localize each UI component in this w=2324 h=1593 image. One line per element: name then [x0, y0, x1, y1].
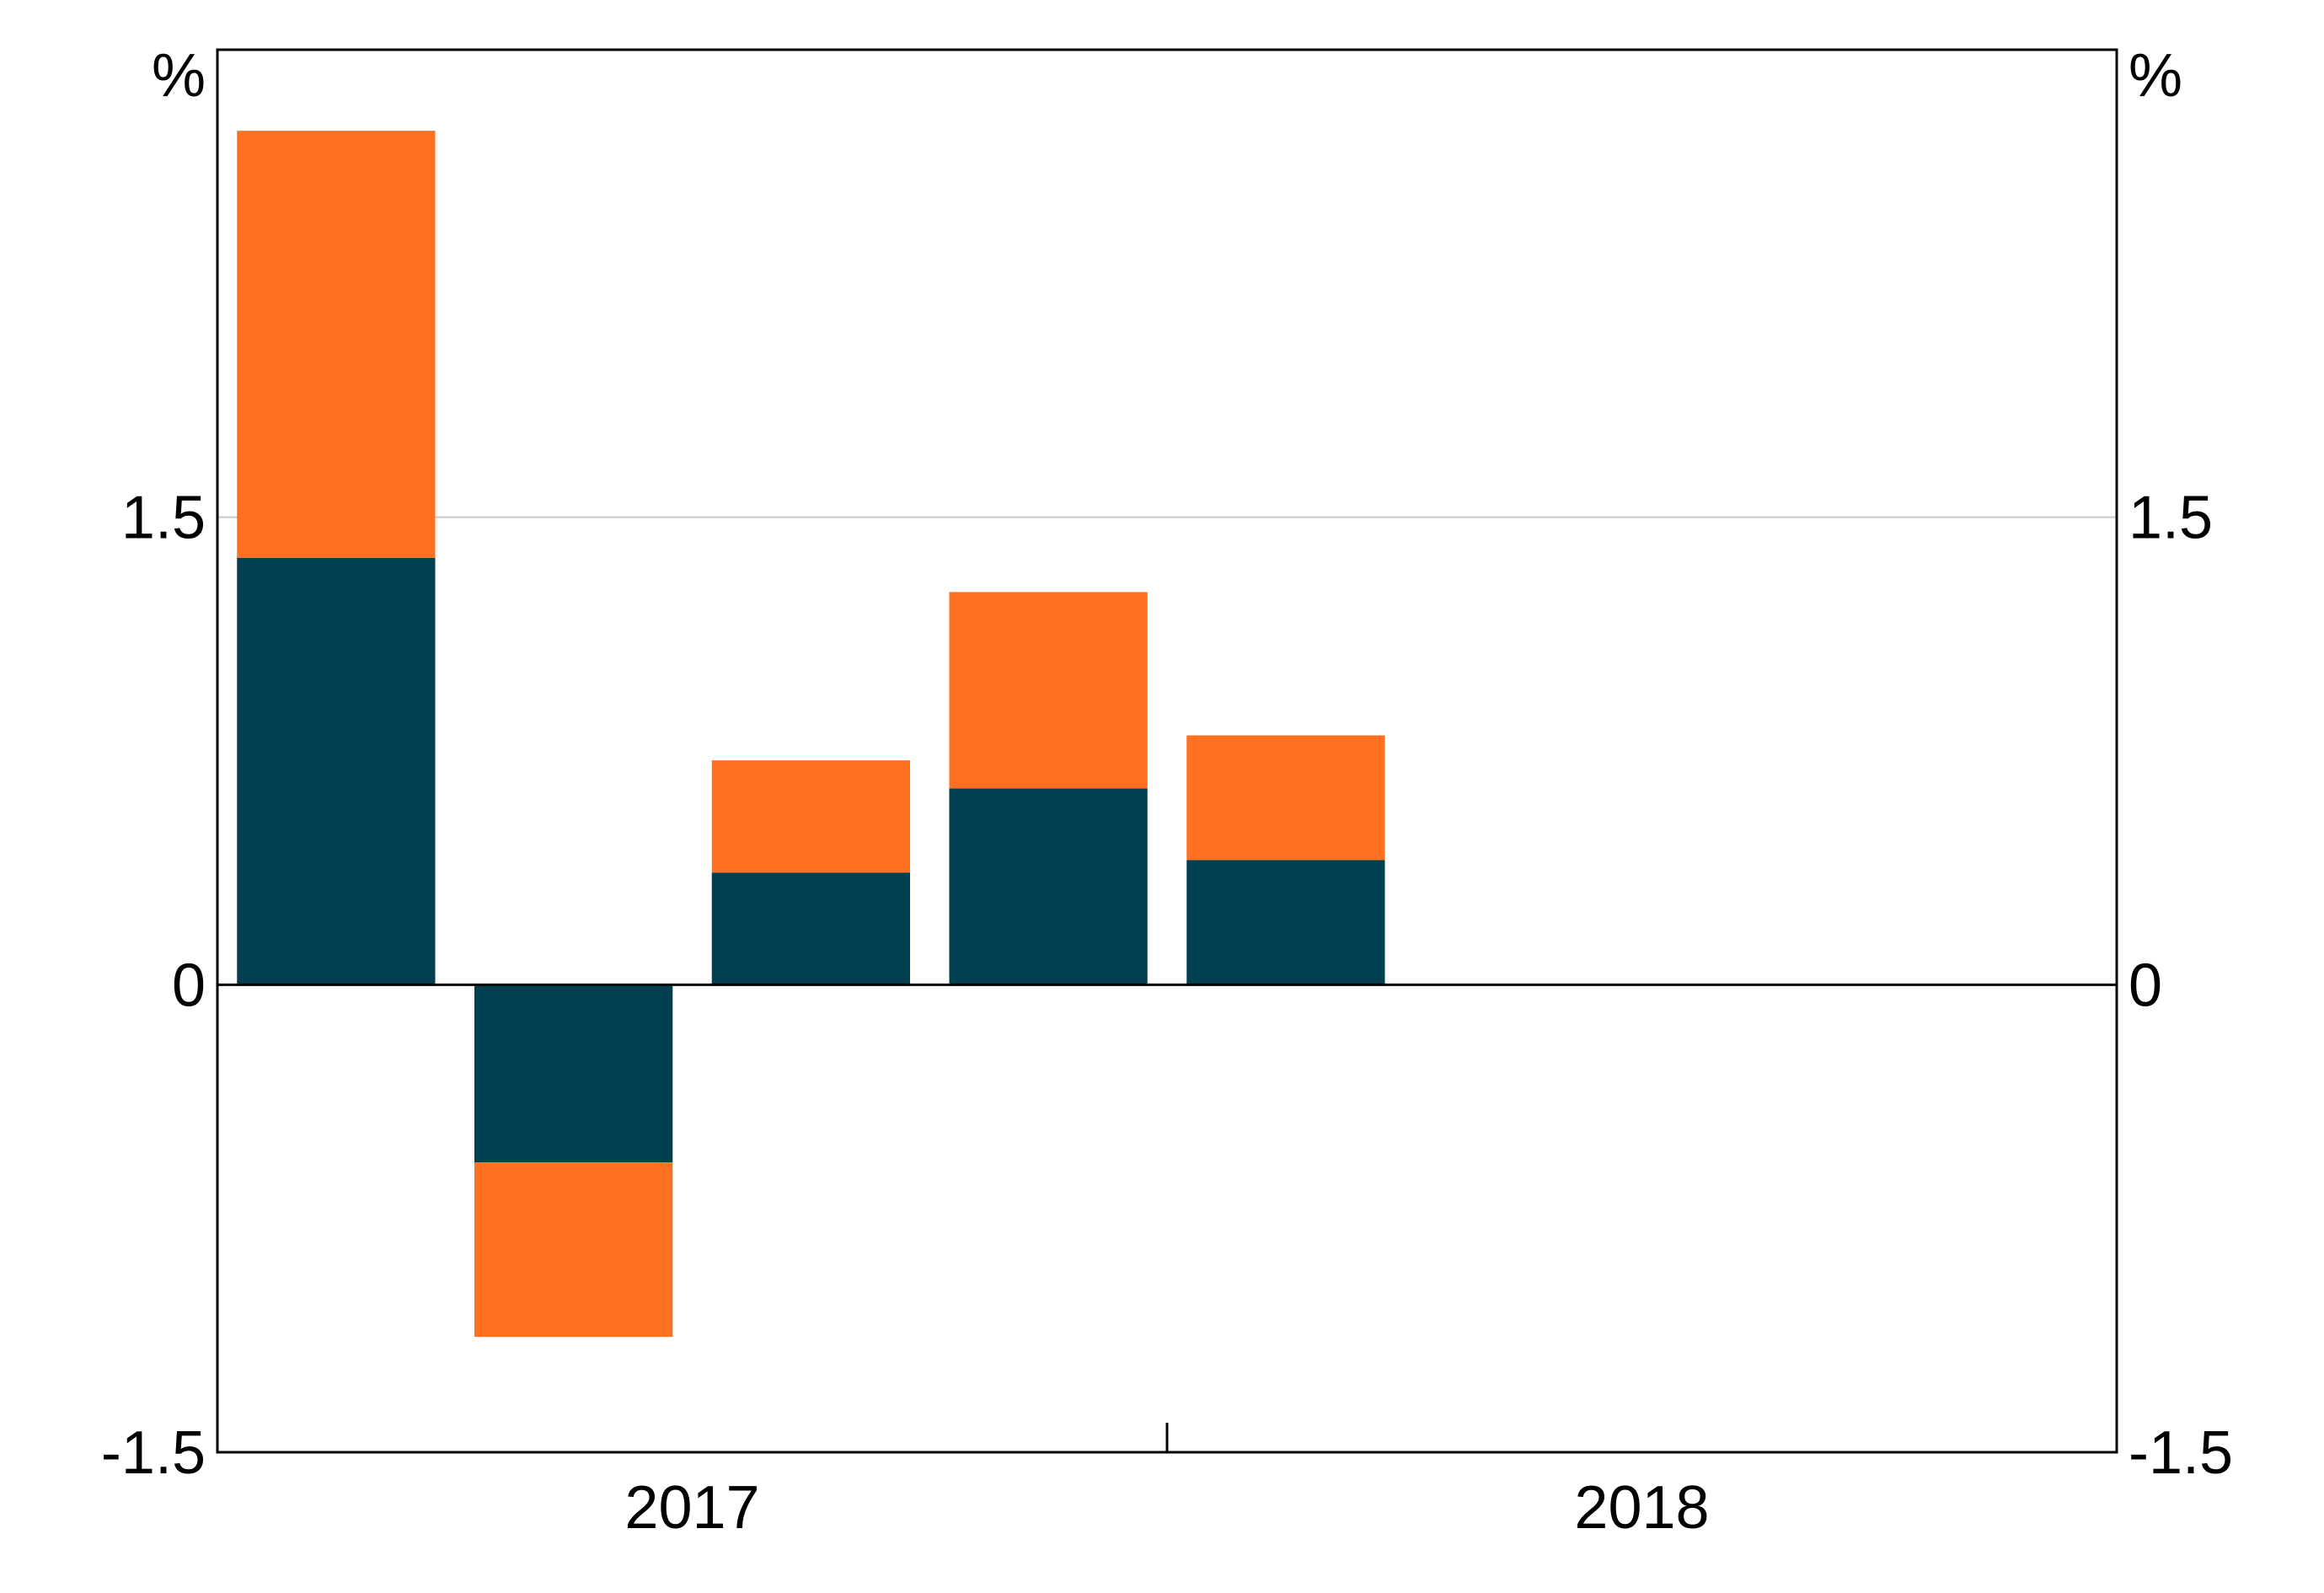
y-unit-right: %	[2129, 42, 2182, 110]
y-tick-label-right: -1.5	[2129, 1419, 2233, 1487]
x-year-label: 2017	[624, 1474, 759, 1542]
bar-orange-5	[1186, 735, 1385, 861]
y-tick-label-left: -1.5	[101, 1419, 206, 1487]
y-tick-label-left: 1.5	[121, 485, 206, 552]
bar-orange-2	[474, 1162, 673, 1338]
bar-dark-2	[474, 984, 673, 1163]
bar-orange-4	[949, 592, 1148, 789]
bar-dark-4	[949, 788, 1148, 985]
bar-orange-1	[237, 131, 436, 558]
axis-labels: -1.5 -1.5 0 0 1.5 1.5% % 2017 2018	[101, 42, 2233, 1542]
bar-orange-3	[711, 760, 911, 873]
y-unit-left: %	[152, 42, 206, 110]
bars	[237, 131, 1385, 1338]
axes	[216, 48, 2118, 1454]
bar-dark-3	[711, 872, 911, 985]
y-tick-label-right: 0	[2129, 952, 2162, 1019]
bar-dark-5	[1186, 860, 1385, 985]
y-tick-label-right: 1.5	[2129, 485, 2213, 552]
x-year-label: 2018	[1574, 1474, 1709, 1542]
y-tick-label-left: 0	[172, 952, 206, 1019]
bar-dark-1	[237, 557, 436, 985]
